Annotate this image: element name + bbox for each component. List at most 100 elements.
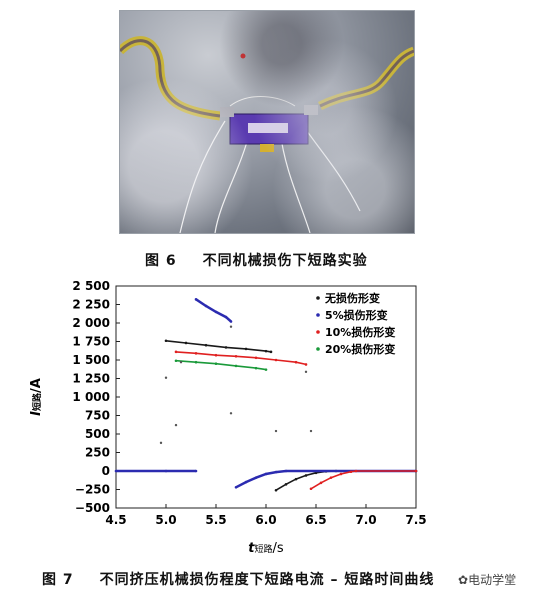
data-point <box>274 488 278 492</box>
data-point <box>354 469 358 473</box>
data-point <box>254 476 258 479</box>
battery-cell <box>229 113 309 145</box>
data-point <box>214 310 218 314</box>
data-point <box>319 481 323 485</box>
x-tick-label: 4.5 <box>105 513 126 527</box>
data-point <box>214 362 218 365</box>
data-point <box>164 339 168 343</box>
x-tick-label: 6.5 <box>305 513 326 527</box>
y-tick-label: 250 <box>85 446 110 460</box>
data-point <box>194 352 198 355</box>
y-tick-label: 2 500 <box>72 279 110 293</box>
figure-7-caption-text: 不同挤压机械损伤程度下短路电流 – 短路时间曲线 <box>99 572 435 588</box>
scatter-point <box>164 376 168 379</box>
legend-marker <box>316 347 320 351</box>
legend-entry: 无损伤形变 <box>324 291 380 305</box>
data-point <box>224 346 228 349</box>
y-tick-label: 0 <box>102 464 110 478</box>
data-point <box>214 353 218 357</box>
data-point <box>329 476 333 479</box>
y-tick-label: −500 <box>75 501 110 515</box>
data-point <box>224 315 228 319</box>
y-tick-label: 1 500 <box>72 353 110 367</box>
legend-entry: 20%损伤形变 <box>325 342 395 356</box>
scatter-point <box>174 423 178 427</box>
x-tick-label: 7.0 <box>355 513 376 527</box>
scatter-point <box>309 429 313 433</box>
data-point <box>174 350 178 354</box>
data-point <box>254 366 258 370</box>
data-point <box>339 472 343 476</box>
data-point <box>284 483 288 486</box>
data-point <box>229 320 233 323</box>
legend-entry: 10%损伤形变 <box>325 325 395 339</box>
data-point <box>349 470 353 474</box>
data-point <box>114 469 118 473</box>
figure-6-caption: 图 6 不同机械损伤下短路实验 <box>145 250 368 270</box>
watermark: ✿电动学堂 <box>458 571 516 588</box>
scatter-point <box>229 325 233 328</box>
y-tick-label: 1 250 <box>72 372 110 386</box>
y-axis-label: I短路/A <box>29 378 44 416</box>
data-point <box>284 469 288 473</box>
y-axis: 2 500 2 250 2 000 1 750 1 500 1 250 1 000 750 50… <box>72 279 120 515</box>
scatter-point <box>304 370 308 374</box>
data-point <box>264 349 268 353</box>
wechat-icon: ✿ <box>458 573 469 587</box>
data-point <box>309 487 313 491</box>
cable-right <box>317 46 414 111</box>
data-point <box>264 368 268 371</box>
legend-entry: 5%损伤形变 <box>325 308 388 322</box>
data-point <box>244 480 248 484</box>
legend-marker <box>316 313 320 317</box>
figure-7-caption: 图 7 不同挤压机械损伤程度下短路电流 – 短路时间曲线 <box>42 569 434 589</box>
data-point <box>294 477 298 481</box>
data-point <box>234 364 238 368</box>
data-point <box>294 360 298 364</box>
data-point <box>184 341 188 345</box>
y-tick-label: 500 <box>85 427 110 441</box>
scatter-point <box>274 429 278 433</box>
experiment-photo <box>119 10 415 234</box>
data-point <box>194 360 198 364</box>
data-point <box>414 469 418 473</box>
data-point <box>194 469 198 473</box>
current-time-chart: 2 500 2 250 2 000 1 750 1 500 1 250 1 000 750 50… <box>29 279 427 556</box>
scatter-point <box>229 412 233 415</box>
y-tick-label: 2 000 <box>72 316 110 330</box>
series-layer <box>114 298 418 492</box>
data-point <box>164 469 168 473</box>
scatter-point <box>159 441 163 445</box>
data-point <box>304 363 308 366</box>
data-point <box>204 343 208 347</box>
x-tick-label: 7.5 <box>405 513 426 527</box>
data-point <box>269 350 273 354</box>
data-point <box>254 356 258 360</box>
x-axis-label: t短路/s <box>248 541 284 556</box>
figure-7-number: 图 7 <box>42 572 74 588</box>
y-tick-label: 1 750 <box>72 335 110 349</box>
data-point <box>234 355 238 358</box>
series-line <box>175 359 267 371</box>
x-tick-label: 5.0 <box>155 513 176 527</box>
y-tick-label: −250 <box>75 483 110 497</box>
watermark-text: 电动学堂 <box>468 573 517 587</box>
x-tick-label: 6.0 <box>255 513 276 527</box>
data-point <box>244 347 248 351</box>
data-point <box>234 485 238 489</box>
y-tick-label: 750 <box>85 409 110 423</box>
cable-left <box>120 36 221 121</box>
legend-marker <box>316 296 320 300</box>
y-tick-label: 2 250 <box>72 298 110 312</box>
data-point <box>174 359 178 363</box>
data-point <box>204 304 208 308</box>
photo-drawing <box>120 36 414 233</box>
figure-6-caption-text: 不同机械损伤下短路实验 <box>202 253 368 269</box>
x-axis: 4.5 5.0 5.5 6.0 6.5 7.0 7.5 <box>105 504 427 527</box>
data-point <box>194 298 198 301</box>
figure-6-number: 图 6 <box>145 253 177 269</box>
legend: 无损伤形变 5%损伤形变 10%损伤形变 20%损伤形变 <box>316 291 395 356</box>
scatter-point <box>179 361 183 364</box>
data-point <box>264 472 268 476</box>
data-point <box>274 470 278 474</box>
